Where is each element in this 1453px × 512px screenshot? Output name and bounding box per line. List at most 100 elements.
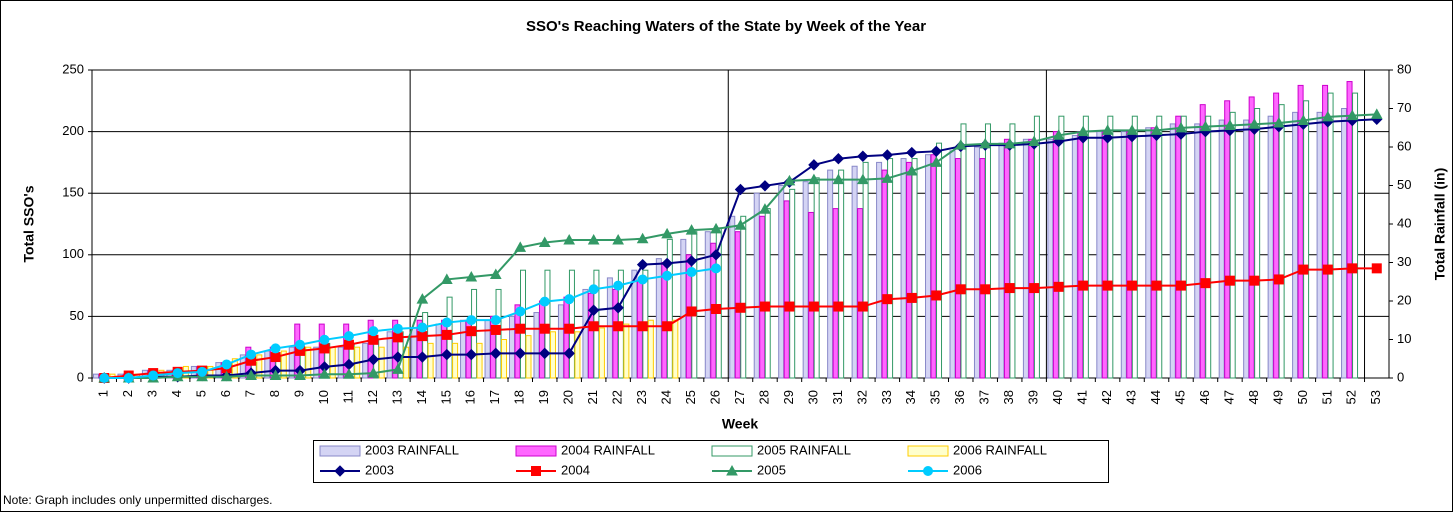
bar	[1003, 138, 1010, 379]
bar	[954, 158, 961, 379]
x-tick-label: 46	[1197, 390, 1212, 404]
x-tick-label: 40	[1050, 390, 1065, 404]
bar	[1254, 108, 1261, 379]
point	[1248, 118, 1261, 129]
bar	[1175, 115, 1182, 379]
x-tick-label: 9	[291, 390, 306, 397]
point	[979, 137, 992, 149]
bar	[691, 231, 698, 379]
point	[1077, 125, 1089, 137]
point	[832, 152, 845, 165]
point	[564, 323, 575, 334]
point	[392, 323, 403, 334]
bar	[759, 215, 766, 379]
bar	[911, 158, 918, 379]
legend-marker	[923, 466, 933, 476]
point	[759, 301, 770, 312]
point	[368, 334, 379, 345]
point	[734, 219, 747, 230]
x-tick-label: 31	[830, 390, 845, 404]
bar	[1033, 115, 1040, 379]
x-tick-label: 26	[707, 390, 722, 404]
point	[931, 290, 942, 301]
point	[1078, 280, 1089, 291]
x-tick-label: 1	[96, 390, 111, 397]
bar	[881, 169, 888, 379]
chart-title: SSO's Reaching Waters of the State by We…	[526, 18, 926, 35]
point	[99, 373, 110, 383]
legend-label: 2006	[953, 462, 982, 477]
point	[148, 370, 159, 381]
point	[123, 373, 134, 383]
x-tick-label: 22	[610, 390, 625, 404]
x-tick-label: 42	[1099, 390, 1114, 404]
point	[416, 293, 429, 304]
x-tick-label: 11	[340, 390, 355, 404]
point	[685, 224, 698, 235]
x-tick-label: 27	[732, 390, 747, 404]
point	[1102, 280, 1113, 291]
bar	[936, 142, 943, 379]
point	[318, 368, 331, 379]
point	[465, 270, 478, 282]
x-tick-label: 15	[438, 390, 453, 404]
bar	[778, 185, 785, 379]
bar	[764, 208, 771, 379]
x-tick-label: 36	[952, 390, 967, 404]
bar	[264, 350, 271, 379]
x-tick-label: 35	[928, 390, 943, 404]
x-tick-label: 25	[683, 390, 698, 404]
point	[1003, 137, 1016, 149]
bar	[598, 327, 605, 379]
legend-swatch	[515, 445, 557, 457]
bar	[802, 181, 809, 379]
y-tick-label: 200	[62, 123, 84, 138]
bar	[207, 365, 214, 379]
point	[1101, 132, 1114, 144]
bar	[887, 158, 894, 379]
point	[465, 348, 478, 361]
bar	[563, 296, 570, 379]
bar	[441, 319, 448, 379]
y2-tick-label: 30	[1397, 254, 1411, 269]
bar	[256, 354, 263, 379]
x-tick-label: 52	[1344, 390, 1359, 404]
y-tick-label: 100	[62, 246, 84, 261]
point	[441, 348, 453, 361]
point	[392, 363, 404, 374]
point	[613, 321, 624, 332]
point	[1347, 263, 1358, 274]
point	[1175, 121, 1187, 133]
point	[1101, 124, 1114, 135]
point	[1371, 263, 1382, 274]
point	[808, 301, 819, 312]
point	[1028, 135, 1041, 146]
bar	[1267, 115, 1274, 379]
bar	[973, 146, 980, 379]
x-tick-label: 43	[1123, 390, 1138, 404]
bar	[1341, 108, 1348, 379]
bar	[1009, 123, 1016, 379]
point	[417, 331, 428, 342]
bar	[1058, 115, 1065, 379]
bar	[1071, 134, 1078, 379]
y2-tick-label: 10	[1397, 331, 1411, 346]
point	[1321, 110, 1334, 122]
legend-label: 2003 RAINFALL	[365, 442, 459, 457]
point	[1151, 280, 1162, 291]
point	[955, 284, 966, 295]
bar	[280, 350, 287, 379]
y-tick-label: 250	[62, 61, 84, 76]
bar	[422, 312, 429, 379]
x-tick-label: 7	[243, 390, 258, 397]
x-axis-title: Week	[722, 416, 759, 432]
point	[367, 367, 380, 378]
x-tick-label: 5	[194, 390, 209, 397]
point	[441, 329, 452, 340]
y2-axis-title: Total Rainfall (in)	[1432, 168, 1448, 281]
y-axis-title: Total SSO's	[21, 185, 37, 262]
bar	[1346, 81, 1353, 379]
bar	[1229, 111, 1236, 379]
legend-swatch	[907, 445, 949, 457]
bar	[378, 346, 385, 379]
